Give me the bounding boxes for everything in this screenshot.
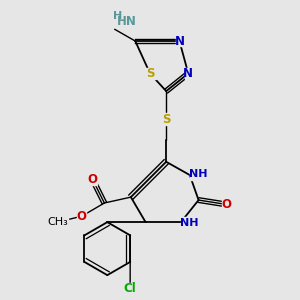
FancyBboxPatch shape bbox=[190, 169, 205, 180]
Text: O: O bbox=[77, 210, 87, 223]
FancyBboxPatch shape bbox=[124, 283, 136, 294]
Text: CH₃: CH₃ bbox=[47, 217, 68, 227]
FancyBboxPatch shape bbox=[46, 217, 68, 228]
Text: NH: NH bbox=[180, 218, 198, 228]
FancyBboxPatch shape bbox=[184, 68, 192, 79]
Text: S: S bbox=[146, 67, 154, 80]
Text: Cl: Cl bbox=[124, 282, 136, 295]
Text: NH: NH bbox=[189, 169, 207, 179]
FancyBboxPatch shape bbox=[181, 217, 196, 228]
FancyBboxPatch shape bbox=[160, 113, 172, 125]
FancyBboxPatch shape bbox=[144, 68, 156, 79]
FancyBboxPatch shape bbox=[88, 174, 97, 184]
Text: N: N bbox=[174, 34, 184, 48]
Text: HN: HN bbox=[116, 15, 136, 28]
Text: H: H bbox=[113, 11, 122, 21]
Text: S: S bbox=[162, 112, 170, 126]
FancyBboxPatch shape bbox=[176, 36, 183, 46]
Text: O: O bbox=[222, 198, 232, 211]
Text: N: N bbox=[183, 67, 193, 80]
FancyBboxPatch shape bbox=[77, 211, 86, 221]
FancyBboxPatch shape bbox=[222, 199, 231, 210]
Text: O: O bbox=[88, 173, 98, 186]
